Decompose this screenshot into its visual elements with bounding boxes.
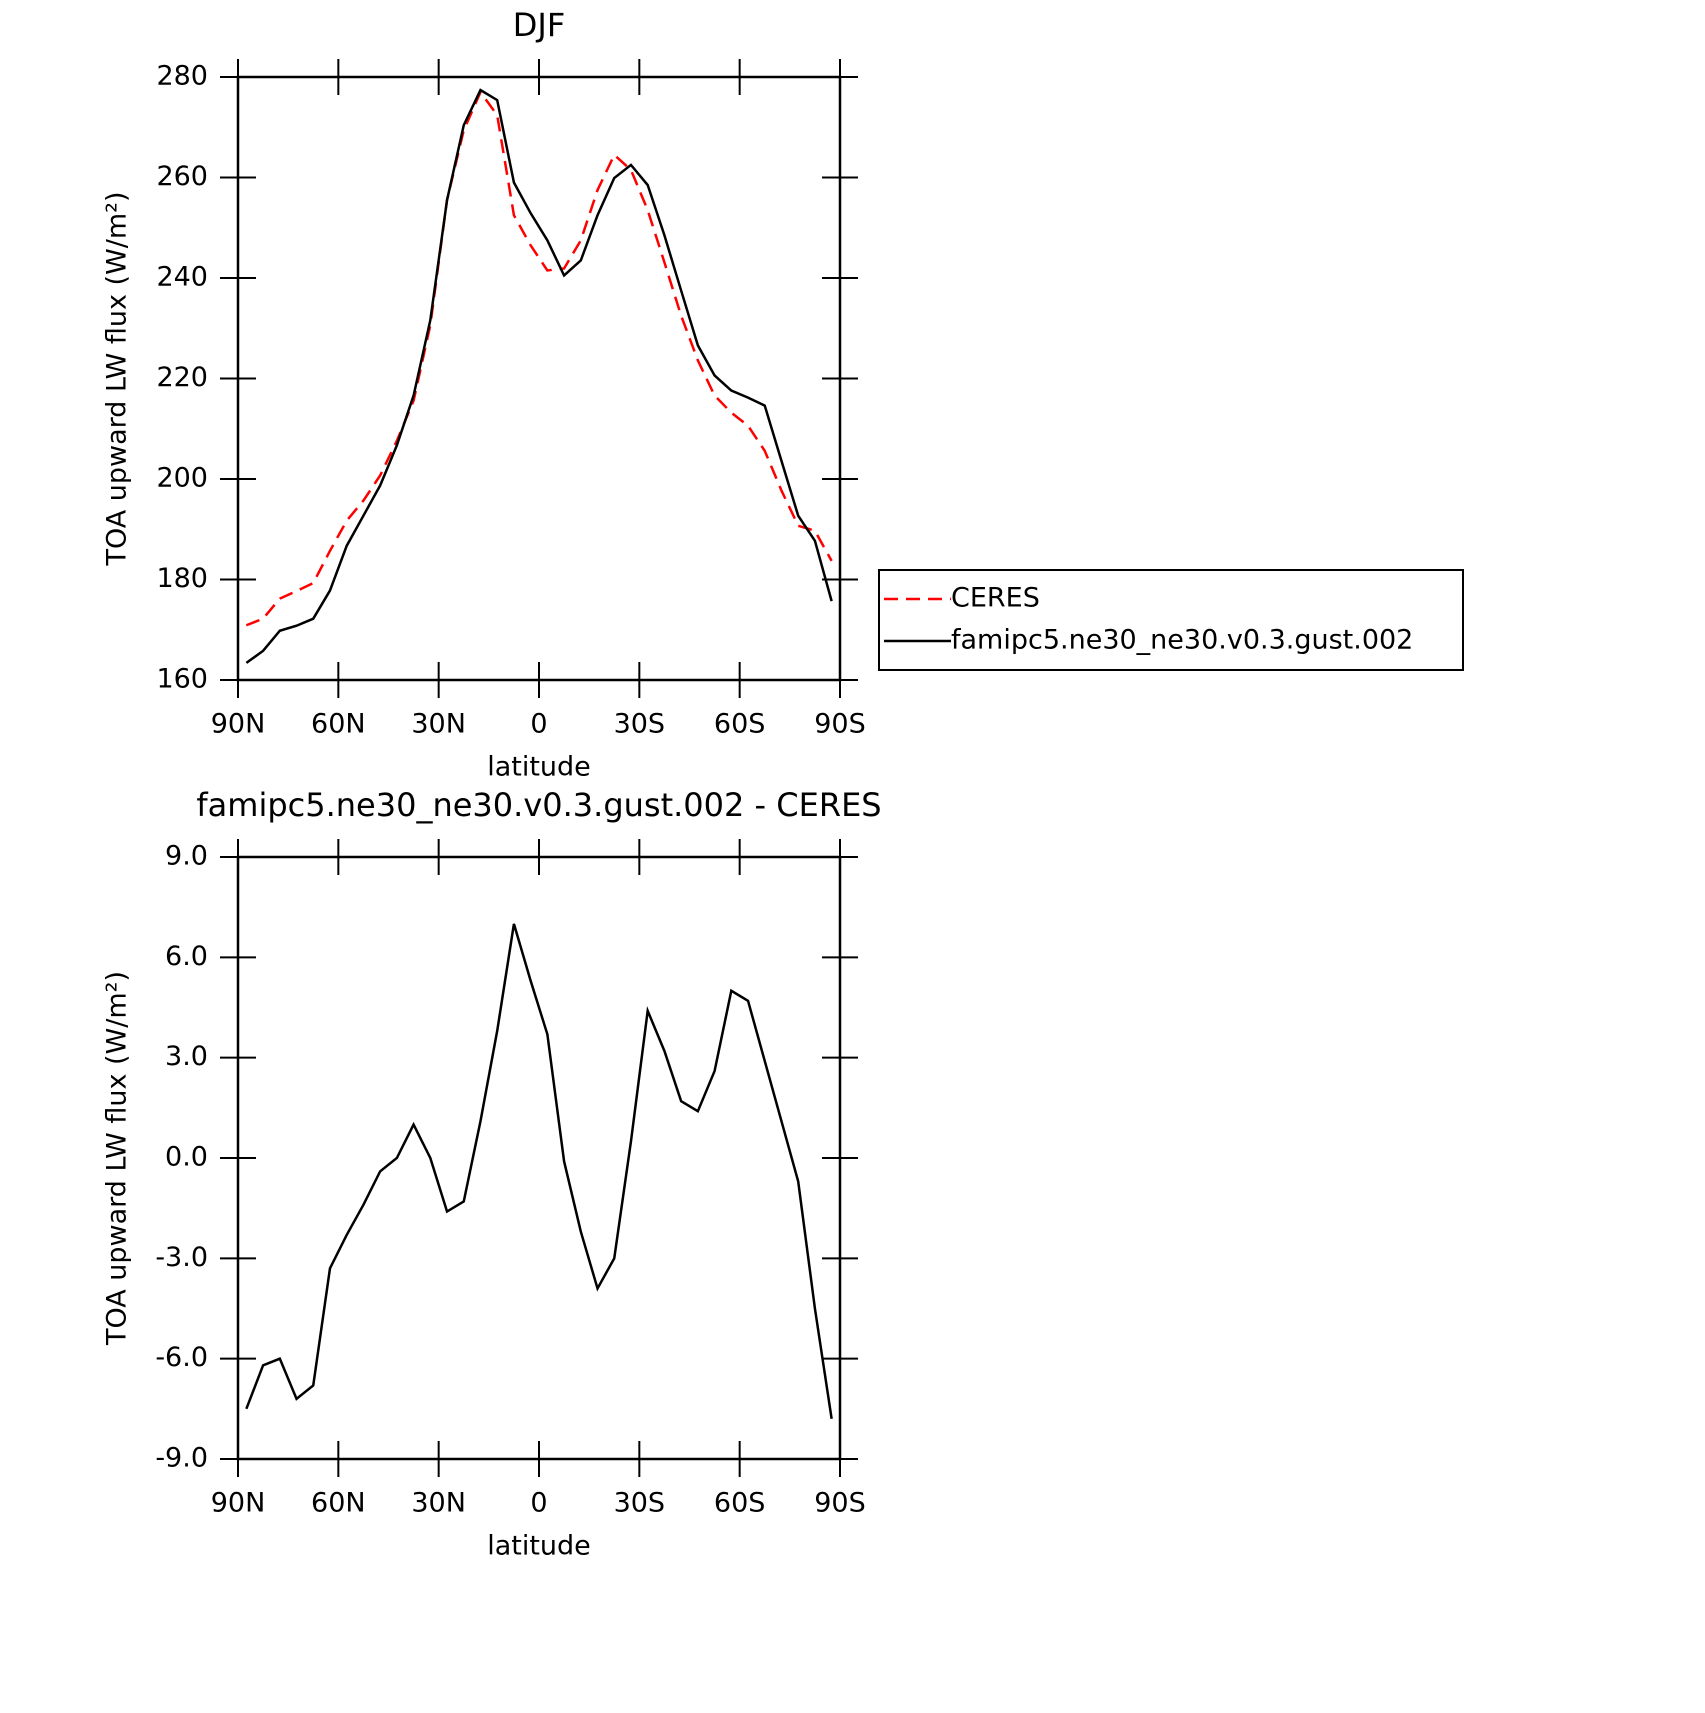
plot-frame bbox=[236, 855, 842, 1461]
x-tick-label: 90N bbox=[211, 1488, 266, 1519]
x-tick-label: 90S bbox=[814, 1488, 866, 1519]
x-tick-label: 30S bbox=[614, 1488, 666, 1519]
x-tick-label: 60N bbox=[311, 1488, 366, 1519]
y-tick-label: -3.0 bbox=[155, 1242, 208, 1273]
y-tick-label: -9.0 bbox=[155, 1443, 208, 1474]
y-tick-label: 3.0 bbox=[165, 1041, 208, 1072]
x-tick-label: 60S bbox=[714, 1488, 766, 1519]
y-tick-label: 260 bbox=[156, 161, 208, 192]
chart-title: famipc5.ne30_ne30.v0.3.gust.002 - CERES bbox=[196, 786, 881, 824]
x-axis-label: latitude bbox=[487, 752, 591, 783]
data-line bbox=[245, 923, 833, 1420]
legend-label: famipc5.ne30_ne30.v0.3.gust.002 bbox=[951, 625, 1413, 656]
y-tick-label: 0.0 bbox=[165, 1142, 208, 1173]
x-tick-label: 90N bbox=[211, 709, 266, 740]
plot-frame bbox=[236, 75, 842, 682]
y-tick-label: 180 bbox=[156, 563, 208, 594]
legend-box bbox=[878, 569, 1464, 671]
y-tick-label: 6.0 bbox=[165, 941, 208, 972]
x-tick-label: 60S bbox=[714, 709, 766, 740]
y-tick-label: 160 bbox=[156, 664, 208, 695]
y-tick-label: 9.0 bbox=[165, 841, 208, 872]
x-tick-label: 30S bbox=[614, 709, 666, 740]
x-tick-label: 90S bbox=[814, 709, 866, 740]
x-tick-label: 60N bbox=[311, 709, 366, 740]
y-tick-label: -6.0 bbox=[155, 1342, 208, 1373]
data-line bbox=[245, 89, 833, 627]
chart-title: DJF bbox=[513, 6, 565, 44]
y-axis-label: TOA upward LW flux (W/m²) bbox=[102, 191, 133, 566]
x-tick-label: 0 bbox=[530, 1488, 547, 1519]
data-line bbox=[245, 88, 833, 664]
x-tick-label: 0 bbox=[530, 709, 547, 740]
y-tick-label: 240 bbox=[156, 262, 208, 293]
y-tick-label: 220 bbox=[156, 362, 208, 393]
y-tick-label: 280 bbox=[156, 61, 208, 92]
y-tick-label: 200 bbox=[156, 463, 208, 494]
x-tick-label: 30N bbox=[411, 709, 466, 740]
legend-label: CERES bbox=[951, 583, 1040, 614]
x-axis-label: latitude bbox=[487, 1531, 591, 1562]
x-tick-label: 30N bbox=[411, 1488, 466, 1519]
y-axis-label: TOA upward LW flux (W/m²) bbox=[102, 971, 133, 1346]
